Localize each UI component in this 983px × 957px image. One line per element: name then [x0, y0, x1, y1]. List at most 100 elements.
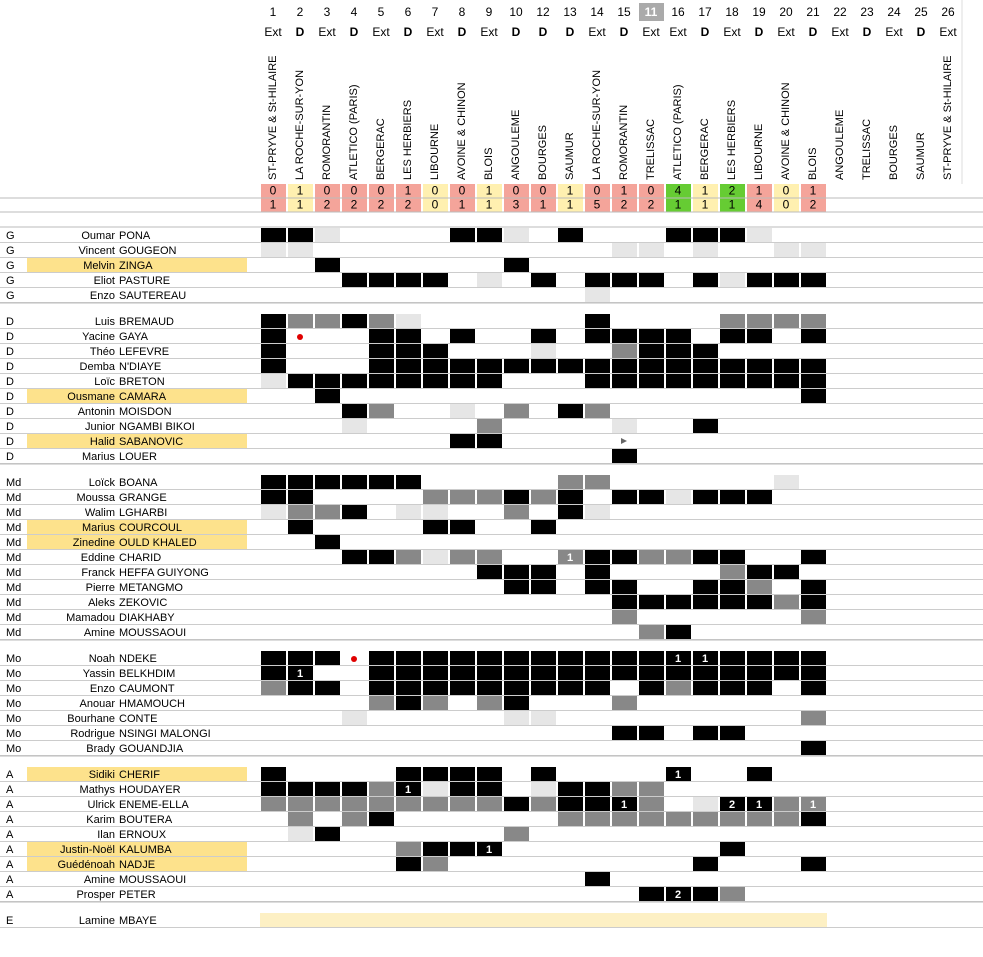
match-cell — [747, 565, 772, 579]
score-cell — [639, 198, 664, 212]
match-cell — [693, 610, 718, 624]
match-cell — [612, 595, 637, 609]
match-cell — [423, 329, 448, 343]
match-cell — [477, 490, 502, 504]
match-cell — [504, 595, 529, 609]
match-cell — [585, 842, 610, 856]
last-name: PONA — [119, 230, 151, 242]
match-cell — [288, 520, 313, 534]
goals: 2 — [729, 799, 735, 811]
match-cell — [774, 767, 799, 781]
match-cell — [288, 711, 313, 725]
match-cell — [450, 389, 475, 403]
match-cell — [450, 711, 475, 725]
last-name: GRANGE — [119, 492, 167, 504]
opponent: ROMORANTIN — [618, 105, 630, 180]
match-cell — [369, 344, 394, 358]
match-cell — [639, 449, 664, 463]
score: 1 — [810, 184, 817, 198]
match-cell — [315, 887, 340, 901]
match-cell — [396, 666, 421, 680]
position: G — [6, 275, 15, 287]
match-cell — [558, 580, 583, 594]
match-cell — [504, 767, 529, 781]
last-name: PASTURE — [119, 275, 170, 287]
match-cell — [558, 565, 583, 579]
match-cell — [261, 872, 286, 886]
match-cell — [504, 520, 529, 534]
match-cell — [558, 288, 583, 302]
match-cell — [639, 842, 664, 856]
sub-marker — [621, 438, 627, 444]
match-cell — [261, 505, 286, 519]
match-cell — [423, 741, 448, 755]
match-cell — [693, 711, 718, 725]
match-cell — [396, 842, 421, 856]
match-cell — [693, 580, 718, 594]
score: 1 — [621, 184, 628, 198]
match-cell — [504, 726, 529, 740]
match-cell — [504, 314, 529, 328]
match-cell — [261, 782, 286, 796]
match-cell — [396, 782, 421, 796]
match-cell — [477, 812, 502, 826]
score: 0 — [378, 184, 385, 198]
match-cell — [639, 872, 664, 886]
opponent: BLOIS — [483, 148, 495, 180]
match-cell — [585, 228, 610, 242]
match-cell — [260, 913, 287, 927]
match-cell — [477, 449, 502, 463]
match-cell — [747, 404, 772, 418]
score: 0 — [648, 184, 655, 198]
match-cell — [288, 344, 313, 358]
match-cell — [639, 535, 664, 549]
match-cell — [693, 505, 718, 519]
match-cell — [288, 827, 313, 841]
round-number: 1 — [270, 5, 277, 19]
match-cell — [666, 449, 691, 463]
match-cell — [531, 827, 556, 841]
match-cell — [477, 872, 502, 886]
match-cell — [558, 258, 583, 272]
score-cell — [342, 184, 367, 198]
match-cell — [747, 273, 772, 287]
match-cell — [666, 475, 691, 489]
match-cell — [261, 711, 286, 725]
match-cell — [612, 711, 637, 725]
match-cell — [774, 741, 799, 755]
match-cell — [693, 273, 718, 287]
match-cell — [693, 389, 718, 403]
match-cell — [369, 857, 394, 871]
match-cell — [261, 374, 286, 388]
match-cell — [477, 550, 502, 564]
match-cell — [396, 520, 421, 534]
name-highlight — [27, 535, 247, 549]
score: 4 — [756, 198, 763, 212]
match-cell — [558, 827, 583, 841]
match-cell — [612, 505, 637, 519]
match-cell — [477, 535, 502, 549]
match-cell — [639, 329, 664, 343]
position: G — [6, 260, 15, 272]
match-cell — [612, 651, 637, 665]
match-cell — [369, 449, 394, 463]
name-highlight — [27, 520, 247, 534]
match-cell — [369, 797, 394, 811]
match-cell — [720, 273, 745, 287]
score-cell — [801, 184, 826, 198]
first-name: Prosper — [76, 889, 115, 901]
first-name: Aleks — [88, 597, 115, 609]
name-highlight — [27, 258, 247, 272]
match-cell — [342, 329, 367, 343]
match-cell — [450, 666, 475, 680]
round-number: 7 — [432, 5, 439, 19]
match-cell — [612, 696, 637, 710]
name-highlight — [27, 857, 247, 871]
opponent: ROMORANTIN — [321, 105, 333, 180]
match-cell — [261, 520, 286, 534]
score: 3 — [513, 198, 520, 212]
opponent: ST-PRYVE & St-HILAIRE — [942, 55, 954, 180]
match-cell — [585, 314, 610, 328]
match-cell — [612, 490, 637, 504]
